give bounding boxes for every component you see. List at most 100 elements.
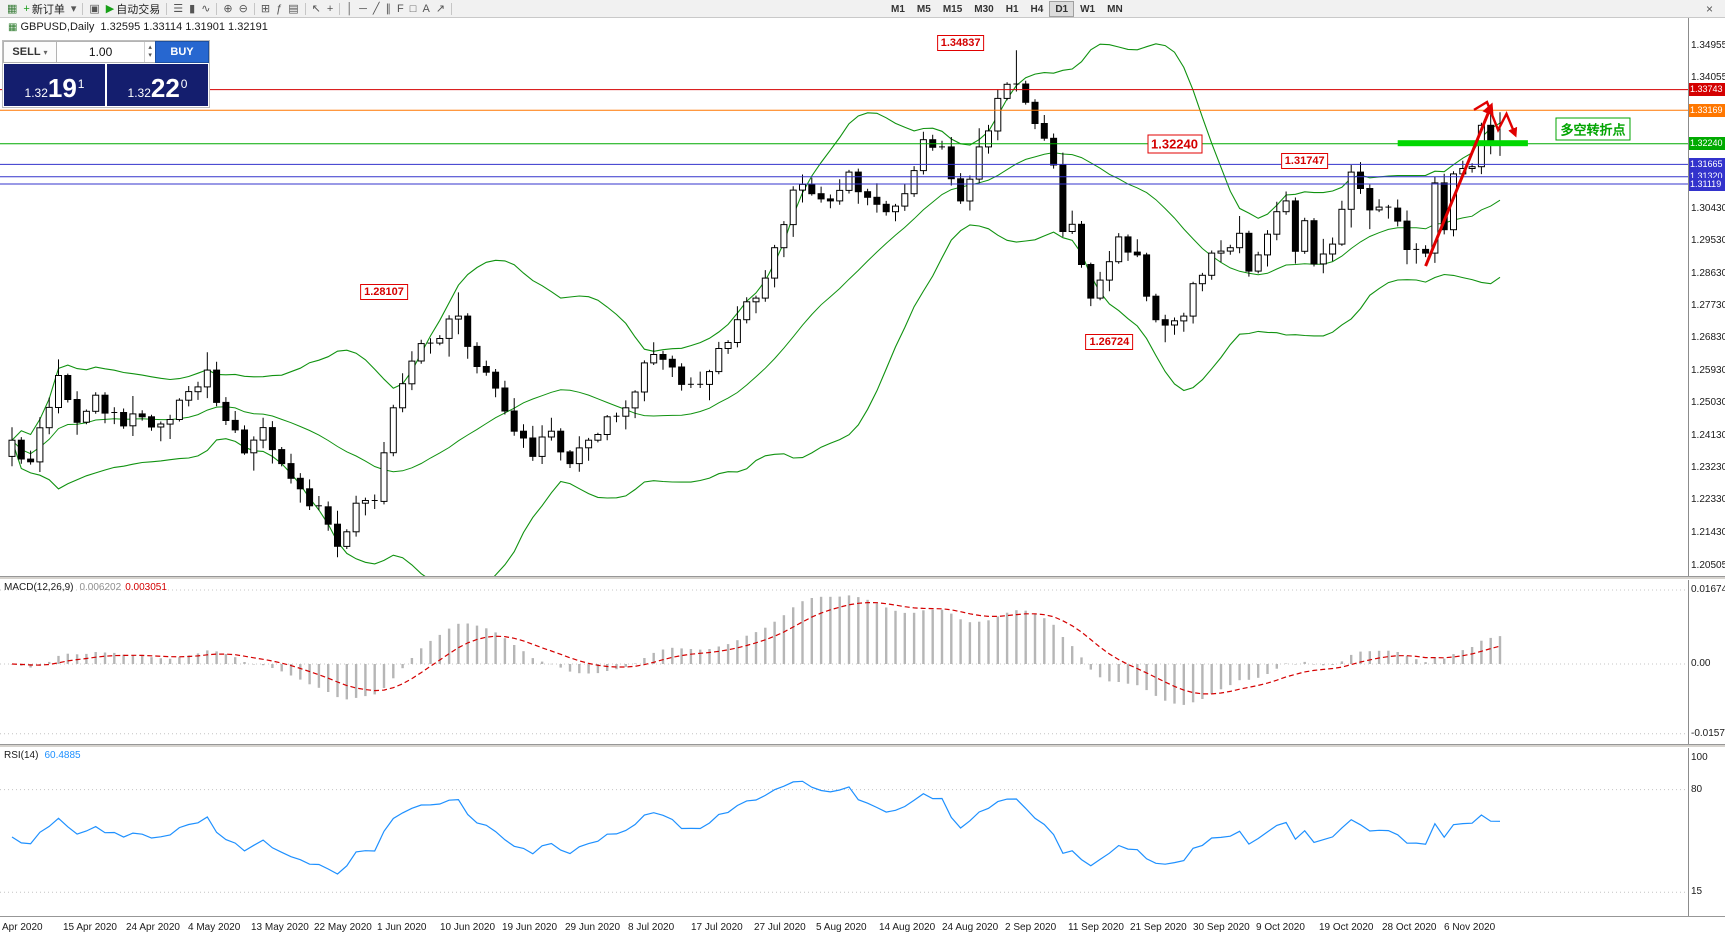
price-axis[interactable]: 1.34955 1.34055 1.30430 1.29530 1.28630 1.277… [1688,18,1725,576]
rsi-name: RSI(14) [4,750,39,761]
sell-dropdown-icon[interactable]: ▾ [43,47,48,57]
zoom-in-icon: ⊕ [223,2,233,15]
zoom-out-icon: ⊖ [238,2,248,15]
volume-up-icon[interactable]: ▴ [148,44,152,51]
arrows-icon[interactable]: ↗ [433,1,448,17]
templates-icon: ▤ [288,2,299,15]
panel-divider[interactable] [0,576,1725,580]
volume-field: ▴ ▾ [57,41,155,63]
date-label: 19 Jun 2020 [502,922,558,933]
price-tag: 1.33169 [1689,103,1725,117]
new-order-button[interactable]: + 新订单 [20,1,67,17]
templates-icon[interactable]: ▤ [285,1,301,17]
date-label: 21 Sep 2020 [1130,922,1187,933]
timeframe-m15-button[interactable]: M15 [942,3,963,15]
text-icon[interactable]: A [419,1,432,17]
text-icon: A [422,2,430,15]
chart-dropdown-icon[interactable]: ▾ [68,1,80,17]
axis-label: 0.016748 [1691,584,1725,595]
axis-label: 1.34055 [1691,72,1725,84]
fibonacci-icon[interactable]: F [394,1,407,17]
axis-label: 1.24130 [1691,429,1725,441]
bid-price-tile[interactable]: 1.32 19 1 [4,64,105,106]
candlestick-chart[interactable] [0,18,1688,576]
macd-signal-value: 0.003051 [125,582,167,593]
vertical-line-icon: │ [346,2,354,15]
bar-chart-icon: ☰ [173,2,184,15]
macd-name: MACD(12,26,9) [4,582,74,593]
date-label: 17 Jul 2020 [691,922,743,933]
date-label: 22 May 2020 [314,922,372,933]
axis-label: 1.21430 [1691,526,1725,538]
autotrading-button[interactable]: ▶ 自动交易 [103,1,163,17]
buy-button[interactable]: BUY [155,41,209,63]
expert-advisors-icon: ▣ [89,2,100,15]
date-axis[interactable]: Apr 2020 15 Apr 2020 24 Apr 2020 4 May 2020… [0,918,1725,939]
channel-icon[interactable]: ∥ [383,1,395,17]
price-tiles-row: 1.32 19 1 1.32 22 0 [3,63,209,107]
chart-window-icon[interactable]: ▦ [4,1,20,17]
candlestick-chart-icon[interactable]: ▮ [186,1,198,17]
shapes-icon[interactable]: □ [407,1,420,17]
volume-input[interactable] [57,42,145,62]
new-order-button-label: 新订单 [31,3,65,16]
line-chart-icon[interactable]: ∿ [198,1,213,17]
zoom-in-icon[interactable]: ⊕ [220,1,235,17]
timeframe-m5-button[interactable]: M5 [916,3,931,15]
macd-label: MACD(12,26,9) 0.006202 0.003051 [4,582,167,593]
timeframe-mn-button[interactable]: MN [1107,3,1123,15]
date-label: 29 Jun 2020 [565,922,621,933]
ohlc-values: 1.32595 1.33114 1.31901 1.32191 [100,21,268,33]
axis-label: 15 [1691,886,1703,898]
chart-window-icon: ▦ [7,2,18,15]
horizontal-line-icon[interactable]: ─ [356,1,370,17]
horizontal-line-icon: ─ [359,2,367,15]
rsi-value: 60.4885 [44,750,81,761]
tile-windows-icon[interactable]: ⊞ [258,1,273,17]
ask-price-tile[interactable]: 1.32 22 0 [107,64,208,106]
vertical-line-icon[interactable]: │ [343,1,356,17]
volume-down-icon[interactable]: ▾ [148,52,152,59]
timeframe-m30-button[interactable]: M30 [974,3,994,15]
expert-advisors-icon[interactable]: ▣ [86,1,102,17]
date-label: 4 May 2020 [188,922,241,933]
sell-button[interactable]: SELL ▾ [3,41,57,63]
price-chart-panel[interactable]: 1.34837 1.32240 1.31747 1.28107 1.26724 多空转折点… [0,18,1725,576]
timeframe-h4-button[interactable]: H4 [1030,3,1044,15]
timeframe-toolbar: M1 M5 M15 M30 H1 H4 D1 W1 MN [885,0,1129,17]
macd-signal-line [11,601,1501,695]
trend-arrow [1424,100,1518,267]
price-tag: 1.31665 [1689,157,1725,171]
axis-label: 80 [1691,783,1703,795]
cursor-icon: ↖ [311,2,321,15]
price-tag: 1.32240 [1689,137,1725,151]
axis-label: 1.34955 [1691,40,1725,51]
timeframe-d1-button[interactable]: D1 [1049,0,1075,17]
macd-axis: 0.016748 0.00 -0.015783 [1688,580,1725,744]
rsi-panel[interactable]: RSI(14) 60.4885 [0,748,1725,916]
axis-label: 1.25030 [1691,397,1725,409]
crosshair-icon[interactable]: + [324,1,336,17]
cursor-icon[interactable]: ↖ [309,1,324,17]
macd-histogram [10,595,1502,705]
timeframe-w1-button[interactable]: W1 [1080,3,1096,15]
date-label: 15 Apr 2020 [63,922,117,933]
close-icon[interactable]: × [1705,1,1713,16]
ask-price-point: 0 [180,77,188,91]
timeframe-m1-button[interactable]: M1 [891,3,905,15]
panel-divider[interactable] [0,744,1725,748]
macd-main-value: 0.006202 [79,582,122,593]
toolbar-separator [82,2,84,15]
trendline-icon[interactable]: ╱ [370,1,383,17]
rsi-line [11,780,1501,875]
toolbar-separator [253,2,255,15]
zoom-out-icon[interactable]: ⊖ [236,1,251,17]
candles [8,50,1503,558]
timeframe-h1-button[interactable]: H1 [1005,3,1019,15]
axis-label: 1.28630 [1691,267,1725,279]
macd-panel[interactable]: MACD(12,26,9) 0.006202 0.003051 [0,580,1725,744]
indicators-icon[interactable]: ƒ [273,1,285,17]
bar-chart-icon[interactable]: ☰ [170,1,186,17]
